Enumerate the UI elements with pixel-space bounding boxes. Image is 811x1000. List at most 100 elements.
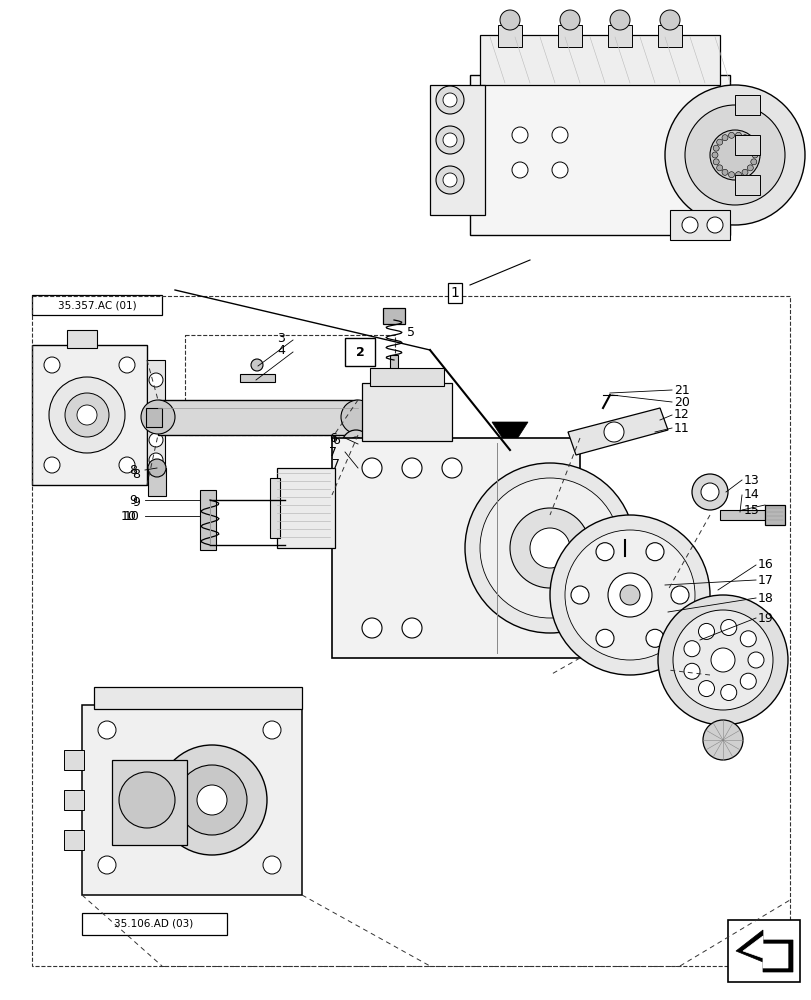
Circle shape xyxy=(607,573,651,617)
Circle shape xyxy=(720,684,736,700)
Bar xyxy=(146,408,162,427)
Circle shape xyxy=(436,126,463,154)
Polygon shape xyxy=(735,930,792,972)
Circle shape xyxy=(746,139,753,145)
Circle shape xyxy=(657,595,787,725)
Polygon shape xyxy=(568,408,667,455)
Bar xyxy=(389,355,397,405)
Circle shape xyxy=(509,508,590,588)
Circle shape xyxy=(746,165,753,171)
Circle shape xyxy=(683,663,699,679)
Text: 12: 12 xyxy=(673,408,689,422)
Text: 10: 10 xyxy=(121,510,137,522)
Circle shape xyxy=(98,856,116,874)
Bar xyxy=(185,335,394,435)
Circle shape xyxy=(119,772,175,828)
Bar xyxy=(82,913,227,935)
Text: 14: 14 xyxy=(743,488,759,502)
Bar xyxy=(383,308,405,324)
Text: 18: 18 xyxy=(757,591,773,604)
Circle shape xyxy=(349,437,363,451)
Circle shape xyxy=(560,10,579,30)
Circle shape xyxy=(691,474,727,510)
Text: 7: 7 xyxy=(332,458,340,472)
Circle shape xyxy=(564,530,694,660)
Circle shape xyxy=(595,629,613,647)
Circle shape xyxy=(551,127,568,143)
Text: 15: 15 xyxy=(743,504,759,516)
Bar xyxy=(734,135,759,155)
Circle shape xyxy=(98,721,116,739)
Circle shape xyxy=(711,152,717,158)
Circle shape xyxy=(664,85,804,225)
Bar xyxy=(158,400,358,435)
Circle shape xyxy=(603,422,623,442)
Circle shape xyxy=(44,457,60,473)
Bar xyxy=(370,368,444,386)
Circle shape xyxy=(741,135,747,141)
Circle shape xyxy=(263,856,281,874)
Circle shape xyxy=(735,132,740,138)
Text: 16: 16 xyxy=(757,558,773,572)
Bar xyxy=(430,85,484,215)
Circle shape xyxy=(197,785,227,815)
Bar xyxy=(734,175,759,195)
Circle shape xyxy=(706,217,722,233)
Circle shape xyxy=(595,543,613,561)
Bar xyxy=(557,25,581,47)
Circle shape xyxy=(646,629,663,647)
Circle shape xyxy=(750,159,756,165)
Circle shape xyxy=(683,641,699,657)
Circle shape xyxy=(436,86,463,114)
Bar xyxy=(277,468,335,548)
Text: 17: 17 xyxy=(757,574,773,586)
Text: 6: 6 xyxy=(328,432,337,444)
Circle shape xyxy=(401,618,422,638)
Circle shape xyxy=(684,105,784,205)
Bar xyxy=(345,338,375,366)
Circle shape xyxy=(479,478,620,618)
Circle shape xyxy=(362,458,381,478)
Bar xyxy=(112,760,187,845)
Bar xyxy=(470,75,729,235)
Circle shape xyxy=(148,433,163,447)
Circle shape xyxy=(750,145,756,151)
Circle shape xyxy=(712,159,719,165)
Circle shape xyxy=(341,400,375,434)
Circle shape xyxy=(747,652,763,668)
Text: 3: 3 xyxy=(277,332,285,344)
Circle shape xyxy=(740,631,755,647)
Bar xyxy=(734,95,759,115)
Circle shape xyxy=(741,169,747,175)
Circle shape xyxy=(500,10,519,30)
Circle shape xyxy=(720,620,736,636)
Bar xyxy=(200,490,216,550)
Circle shape xyxy=(49,377,125,453)
Circle shape xyxy=(620,585,639,605)
Text: 6: 6 xyxy=(332,434,340,446)
Circle shape xyxy=(609,10,629,30)
Text: 19: 19 xyxy=(757,611,773,624)
Circle shape xyxy=(148,403,163,417)
Circle shape xyxy=(712,145,719,151)
Text: 10: 10 xyxy=(124,510,139,522)
Polygon shape xyxy=(491,422,527,450)
Bar xyxy=(32,345,147,485)
Circle shape xyxy=(350,463,361,473)
Circle shape xyxy=(700,483,718,501)
Text: 35.357.AC (01): 35.357.AC (01) xyxy=(58,300,136,310)
Circle shape xyxy=(141,400,175,434)
Circle shape xyxy=(721,169,727,175)
Circle shape xyxy=(681,217,697,233)
Circle shape xyxy=(697,623,714,639)
Circle shape xyxy=(646,543,663,561)
Bar xyxy=(332,438,579,658)
Bar xyxy=(82,705,302,895)
Circle shape xyxy=(341,430,370,458)
Circle shape xyxy=(65,393,109,437)
Text: 21: 21 xyxy=(673,383,689,396)
Text: 8: 8 xyxy=(129,464,137,477)
Circle shape xyxy=(670,586,689,604)
Bar xyxy=(67,330,97,348)
Circle shape xyxy=(263,721,281,739)
